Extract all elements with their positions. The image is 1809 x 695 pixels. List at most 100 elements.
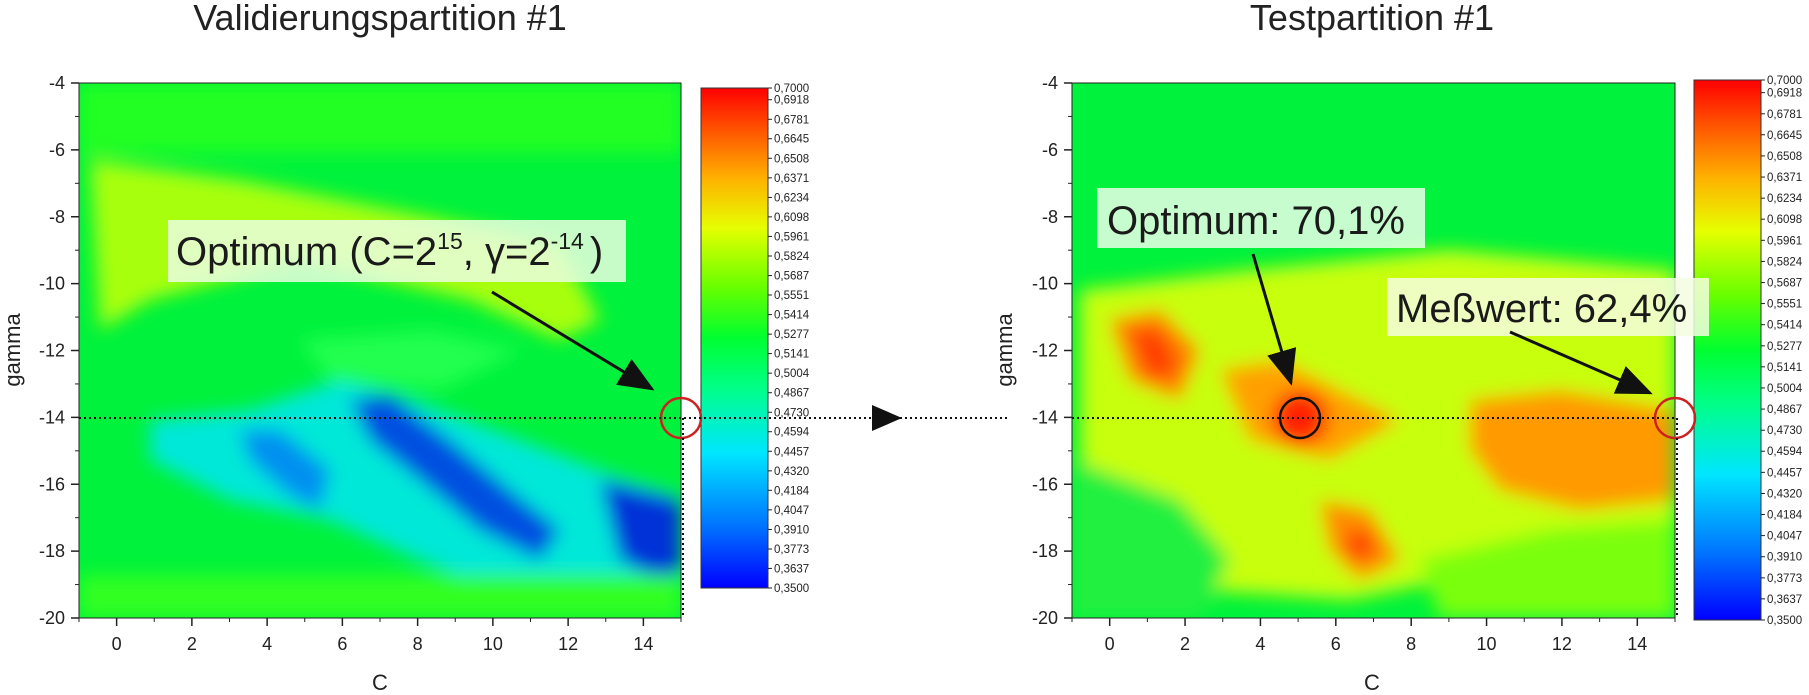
right-cbtick-label: 0,3910 (1767, 552, 1802, 564)
right-xlabel: C (1364, 670, 1380, 695)
right-cbtick-label: 0,5551 (1767, 299, 1802, 311)
left-xtick-label: 12 (558, 634, 578, 654)
right-cbtick-label: 0,6098 (1767, 214, 1802, 226)
right-cbtick-label: 0,4457 (1767, 467, 1802, 479)
left-cbtick-label: 0,5687 (774, 271, 809, 283)
right-cbtick-label: 0,3500 (1767, 615, 1802, 627)
right-orange-3 (1470, 390, 1675, 510)
right-red-2 (1346, 531, 1374, 559)
right-ylabel: gamma (992, 313, 1017, 387)
right-cbtick-label: 0,6918 (1767, 88, 1802, 100)
left-cbtick-label: 0,7000 (774, 83, 809, 95)
left-annot-part1: Optimum (C=2 (176, 230, 437, 274)
right-cbtick-label: 0,6234 (1767, 193, 1803, 205)
left-chart: Validierungspartition #1 -4 -6 -8 -10 -12 -14… (0, 0, 810, 695)
left-annot-part3: ) (590, 230, 603, 274)
right-cbtick-label: 0,5824 (1767, 256, 1803, 268)
left-xtick-label: 2 (187, 634, 197, 654)
right-cbtick-label: 0,5141 (1767, 362, 1802, 374)
right-cbtick-label: 0,6645 (1767, 130, 1802, 142)
left-cbtick-label: 0,3773 (774, 544, 809, 556)
left-xtick-label: 6 (337, 634, 347, 654)
right-chart: Testpartition #1 -4 -6 -8 -10 -12 -14 -16 -18 -2… (992, 0, 1803, 695)
left-ytick-label: -14 (39, 407, 65, 427)
right-cbtick-label: 0,5004 (1767, 383, 1803, 395)
right-cbtick-label: 0,3637 (1767, 594, 1802, 606)
right-cbtick-label: 0,6781 (1767, 109, 1802, 121)
right-cbtick-label: 0,6371 (1767, 172, 1802, 184)
left-cbtick-label: 0,3637 (774, 563, 809, 575)
right-x-axis: 0 2 4 6 8 10 12 14 (1071, 618, 1676, 654)
right-cbtick-label: 0,4320 (1767, 488, 1802, 500)
left-bottom-band (79, 575, 681, 618)
left-cbtick-label: 0,5551 (774, 290, 809, 302)
left-x-axis: 0 2 4 6 8 10 12 14 (78, 618, 682, 654)
left-ytick-label: -4 (49, 73, 65, 93)
right-ytick-label: -8 (1042, 207, 1058, 227)
left-xtick-label: 10 (483, 634, 503, 654)
left-annotation: Optimum (C=215, γ=2-14) (168, 220, 626, 282)
right-red-1 (1130, 330, 1180, 380)
right-heatmap (1072, 83, 1675, 618)
right-ytick-label: -6 (1042, 140, 1058, 160)
right-optimum-marker (1278, 396, 1322, 440)
left-heatmap (79, 83, 681, 618)
right-cbtick-label: 0,3773 (1767, 573, 1802, 585)
right-cbtick-label: 0,4730 (1767, 425, 1802, 437)
right-xtick-label: 14 (1627, 634, 1647, 654)
left-marker-circle (659, 396, 703, 440)
left-annotation-arrow (491, 290, 655, 391)
left-cbtick-label: 0,6098 (774, 212, 809, 224)
right-cbtick-label: 0,5277 (1767, 341, 1802, 353)
left-cbtick-label: 0,4730 (774, 407, 809, 419)
left-xlabel: C (372, 670, 388, 695)
right-cbtick-label: 0,6508 (1767, 151, 1802, 163)
left-xtick-label: 0 (112, 634, 122, 654)
right-annotation-optimum: Optimum: 70,1% (1097, 188, 1425, 248)
left-top-band (79, 83, 681, 153)
left-ytick-label: -6 (49, 140, 65, 160)
left-cbtick-label: 0,5004 (774, 368, 810, 380)
left-cbtick-label: 0,4457 (774, 446, 809, 458)
left-chart-title: Validierungspartition #1 (193, 0, 567, 38)
left-cbtick-label: 0,6645 (774, 134, 809, 146)
left-cbtick-label: 0,4047 (774, 505, 809, 517)
left-cbtick-label: 0,4594 (774, 427, 810, 439)
left-cbtick-label: 0,3500 (774, 583, 809, 595)
right-ytick-label: -18 (1032, 541, 1058, 561)
left-annot-part2: , γ=2 (463, 230, 551, 274)
left-cbtick-label: 0,3910 (774, 524, 809, 536)
right-ytick-label: -20 (1032, 608, 1058, 628)
left-cbtick-label: 0,6234 (774, 192, 810, 204)
right-annotation-optimum-text: Optimum: 70,1% (1107, 199, 1405, 243)
right-xtick-label: 10 (1477, 634, 1497, 654)
right-ytick-label: -4 (1042, 73, 1058, 93)
right-measured-arrow (1509, 330, 1653, 395)
left-blue-region-3 (600, 480, 681, 590)
right-xtick-label: 0 (1105, 634, 1115, 654)
right-measured-marker (1653, 396, 1697, 440)
left-ytick-label: -8 (49, 207, 65, 227)
right-cbtick-label: 0,4047 (1767, 531, 1802, 543)
right-cbtick-label: 0,7000 (1767, 75, 1802, 87)
left-annot-sup2: -14 (551, 228, 584, 254)
right-ytick-label: -14 (1032, 407, 1058, 427)
right-cbtick-label: 0,4184 (1767, 509, 1803, 521)
right-cbtick-label: 0,5687 (1767, 278, 1802, 290)
left-green-pocket (300, 330, 520, 390)
right-annotation-measured-text: Meßwert: 62,4% (1396, 287, 1687, 331)
left-cbtick-label: 0,5961 (774, 231, 809, 243)
left-blue-region-2 (350, 395, 560, 560)
left-cbtick-label: 0,6781 (774, 114, 809, 126)
right-xtick-label: 6 (1331, 634, 1341, 654)
right-annotation-measured: Meßwert: 62,4% (1387, 278, 1709, 336)
left-ytick-label: -20 (39, 608, 65, 628)
left-cbtick-label: 0,5277 (774, 329, 809, 341)
right-xtick-label: 2 (1180, 634, 1190, 654)
left-cbtick-label: 0,5141 (774, 349, 809, 361)
